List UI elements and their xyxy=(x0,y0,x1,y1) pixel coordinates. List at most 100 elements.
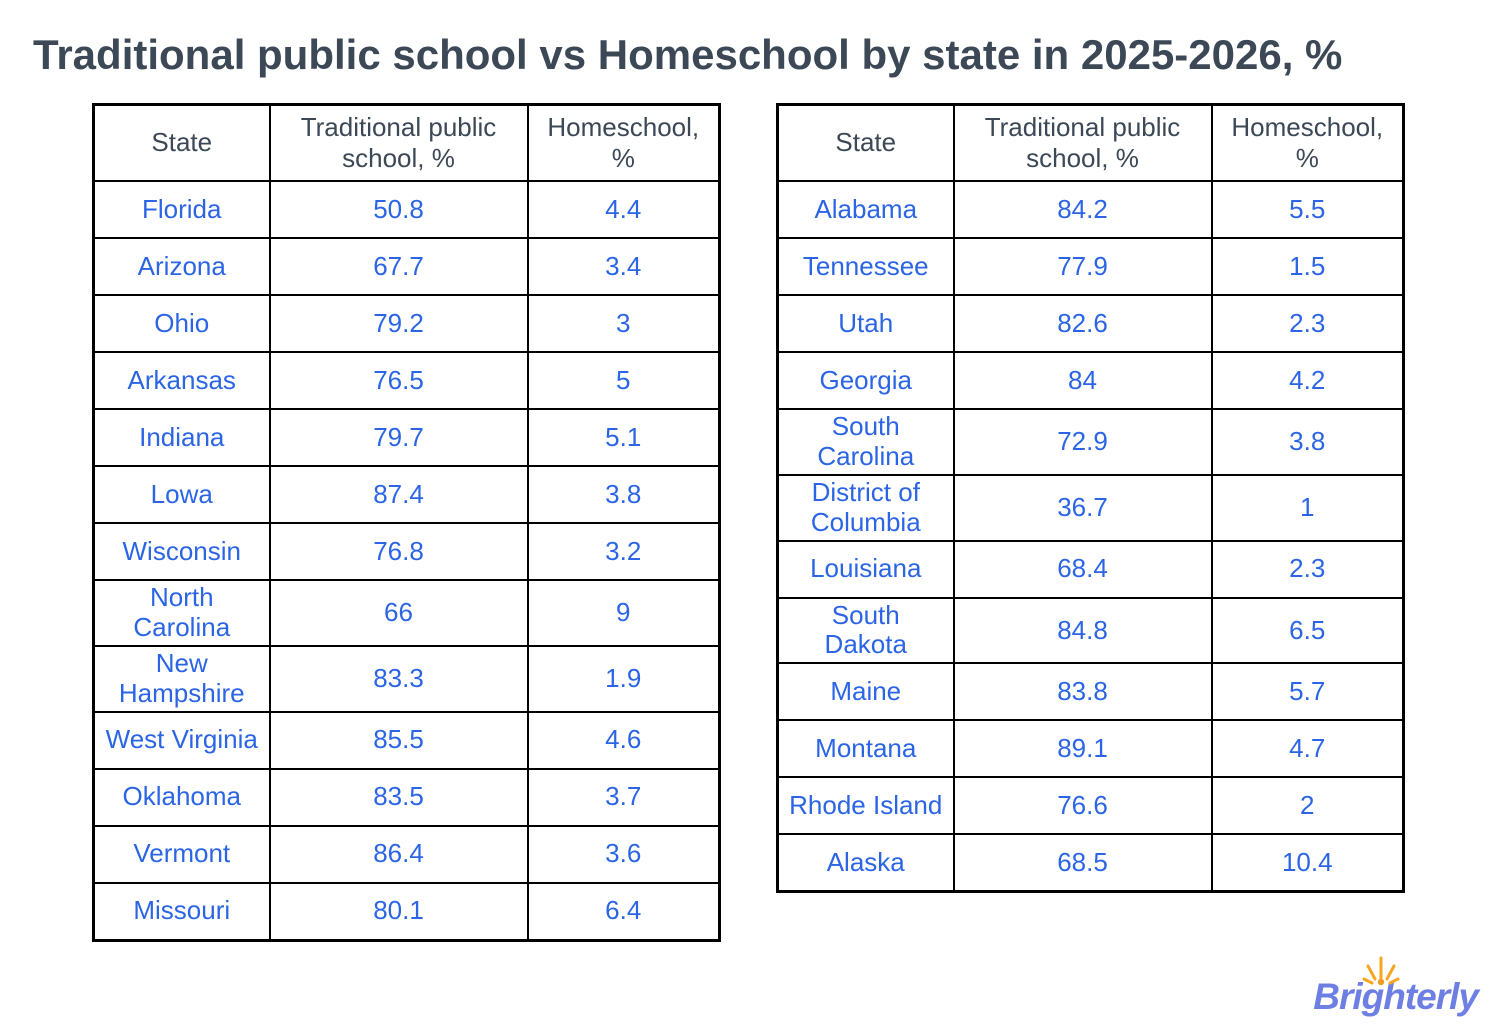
homeschool-cell: 3.8 xyxy=(526,465,721,524)
homeschool-cell: 6.4 xyxy=(526,881,721,942)
table-row: Maine 83.8 5.7 xyxy=(776,662,1405,722)
state-cell: Arkansas xyxy=(92,351,271,410)
homeschool-cell: 3.6 xyxy=(526,824,721,884)
state-cell: North Carolina xyxy=(92,579,271,647)
public-school-cell: 83.3 xyxy=(268,644,529,713)
table-row: Vermont 86.4 3.6 xyxy=(92,824,721,884)
homeschool-cell: 1.9 xyxy=(526,644,721,713)
homeschool-cell: 5.1 xyxy=(526,408,721,467)
table-row: New Hampshire 83.3 1.9 xyxy=(92,644,721,713)
page-title: Traditional public school vs Homeschool … xyxy=(33,31,1343,78)
left-table: State Traditional public school, % Homes… xyxy=(92,103,721,942)
homeschool-cell: 10.4 xyxy=(1210,833,1405,893)
public-school-cell: 67.7 xyxy=(268,237,529,296)
homeschool-cell: 9 xyxy=(526,579,721,647)
table-row: Rhode Island 76.6 2 xyxy=(776,776,1405,836)
table-row: Louisiana 68.4 2.3 xyxy=(776,539,1405,599)
table-row: Montana 89.1 4.7 xyxy=(776,719,1405,779)
state-cell: New Hampshire xyxy=(92,644,271,713)
homeschool-cell: 3.2 xyxy=(526,522,721,581)
public-school-cell: 83.8 xyxy=(952,662,1213,722)
public-school-cell: 76.8 xyxy=(268,522,529,581)
public-school-cell: 84.2 xyxy=(952,180,1213,239)
table-row: Utah 82.6 2.3 xyxy=(776,294,1405,353)
sunburst-icon xyxy=(1362,956,1400,986)
homeschool-cell: 1.5 xyxy=(1210,237,1405,296)
public-school-cell: 66 xyxy=(268,579,529,647)
homeschool-cell: 5.5 xyxy=(1210,180,1405,239)
homeschool-cell: 3 xyxy=(526,294,721,353)
table-row: West Virginia 85.5 4.6 xyxy=(92,710,721,770)
state-cell: Vermont xyxy=(92,824,271,884)
table-row: Alabama 84.2 5.5 xyxy=(776,180,1405,239)
public-school-cell: 76.6 xyxy=(952,776,1213,836)
table-row: District of Columbia 36.7 1 xyxy=(776,473,1405,542)
column-header-state: State xyxy=(776,103,955,182)
public-school-cell: 80.1 xyxy=(268,881,529,942)
left-table-body: Florida 50.8 4.4 Arizona 67.7 3.4 Ohio 79.2 3 Ark… xyxy=(92,180,721,942)
table-row: Alaska 68.5 10.4 xyxy=(776,833,1405,893)
state-cell: Rhode Island xyxy=(776,776,955,836)
homeschool-cell: 3.8 xyxy=(1210,408,1405,476)
table-row: Wisconsin 76.8 3.2 xyxy=(92,522,721,581)
left-table-header: State Traditional public school, % Homes… xyxy=(92,103,721,182)
homeschool-cell: 2 xyxy=(1210,776,1405,836)
table-row: South Carolina 72.9 3.8 xyxy=(776,408,1405,476)
public-school-cell: 83.5 xyxy=(268,767,529,827)
column-header-public-school: Traditional public school, % xyxy=(268,103,529,182)
table-row: Oklahoma 83.5 3.7 xyxy=(92,767,721,827)
state-cell: Louisiana xyxy=(776,539,955,599)
public-school-cell: 68.5 xyxy=(952,833,1213,893)
table-row: Arizona 67.7 3.4 xyxy=(92,237,721,296)
state-cell: Indiana xyxy=(92,408,271,467)
state-cell: Maine xyxy=(776,662,955,722)
public-school-cell: 82.6 xyxy=(952,294,1213,353)
state-cell: Wisconsin xyxy=(92,522,271,581)
homeschool-cell: 4.2 xyxy=(1210,351,1405,410)
table-row: Arkansas 76.5 5 xyxy=(92,351,721,410)
column-header-public-school: Traditional public school, % xyxy=(952,103,1213,182)
tables-container: State Traditional public school, % Homes… xyxy=(92,103,1500,942)
homeschool-cell: 3.4 xyxy=(526,237,721,296)
public-school-cell: 89.1 xyxy=(952,719,1213,779)
public-school-cell: 76.5 xyxy=(268,351,529,410)
homeschool-cell: 5 xyxy=(526,351,721,410)
state-cell: South Carolina xyxy=(776,408,955,476)
state-cell: South Dakota xyxy=(776,596,955,665)
header-row: State Traditional public school, % Homes… xyxy=(776,103,1405,182)
column-header-state: State xyxy=(92,103,271,182)
column-header-homeschool: Homeschool, % xyxy=(1210,103,1405,182)
public-school-cell: 50.8 xyxy=(268,180,529,239)
state-cell: Arizona xyxy=(92,237,271,296)
table-row: North Carolina 66 9 xyxy=(92,579,721,647)
homeschool-cell: 3.7 xyxy=(526,767,721,827)
state-cell: Montana xyxy=(776,719,955,779)
state-cell: Georgia xyxy=(776,351,955,410)
public-school-cell: 79.7 xyxy=(268,408,529,467)
table-row: Missouri 80.1 6.4 xyxy=(92,881,721,942)
state-cell: Utah xyxy=(776,294,955,353)
homeschool-cell: 1 xyxy=(1210,473,1405,542)
state-cell: West Virginia xyxy=(92,710,271,770)
state-cell: Alabama xyxy=(776,180,955,239)
state-cell: Florida xyxy=(92,180,271,239)
header-row: State Traditional public school, % Homes… xyxy=(92,103,721,182)
homeschool-cell: 5.7 xyxy=(1210,662,1405,722)
table-row: South Dakota 84.8 6.5 xyxy=(776,596,1405,665)
homeschool-cell: 2.3 xyxy=(1210,539,1405,599)
public-school-cell: 86.4 xyxy=(268,824,529,884)
state-cell: District of Columbia xyxy=(776,473,955,542)
public-school-cell: 87.4 xyxy=(268,465,529,524)
table-row: Lowa 87.4 3.8 xyxy=(92,465,721,524)
column-header-homeschool: Homeschool, % xyxy=(526,103,721,182)
state-cell: Oklahoma xyxy=(92,767,271,827)
table-row: Florida 50.8 4.4 xyxy=(92,180,721,239)
table-row: Tennessee 77.9 1.5 xyxy=(776,237,1405,296)
table-row: Georgia 84 4.2 xyxy=(776,351,1405,410)
homeschool-cell: 4.7 xyxy=(1210,719,1405,779)
public-school-cell: 72.9 xyxy=(952,408,1213,476)
right-table-body: Alabama 84.2 5.5 Tennessee 77.9 1.5 Utah 82.6 2.… xyxy=(776,180,1405,893)
public-school-cell: 85.5 xyxy=(268,710,529,770)
public-school-cell: 79.2 xyxy=(268,294,529,353)
brighterly-logo: Brighterly xyxy=(1313,956,1479,1018)
